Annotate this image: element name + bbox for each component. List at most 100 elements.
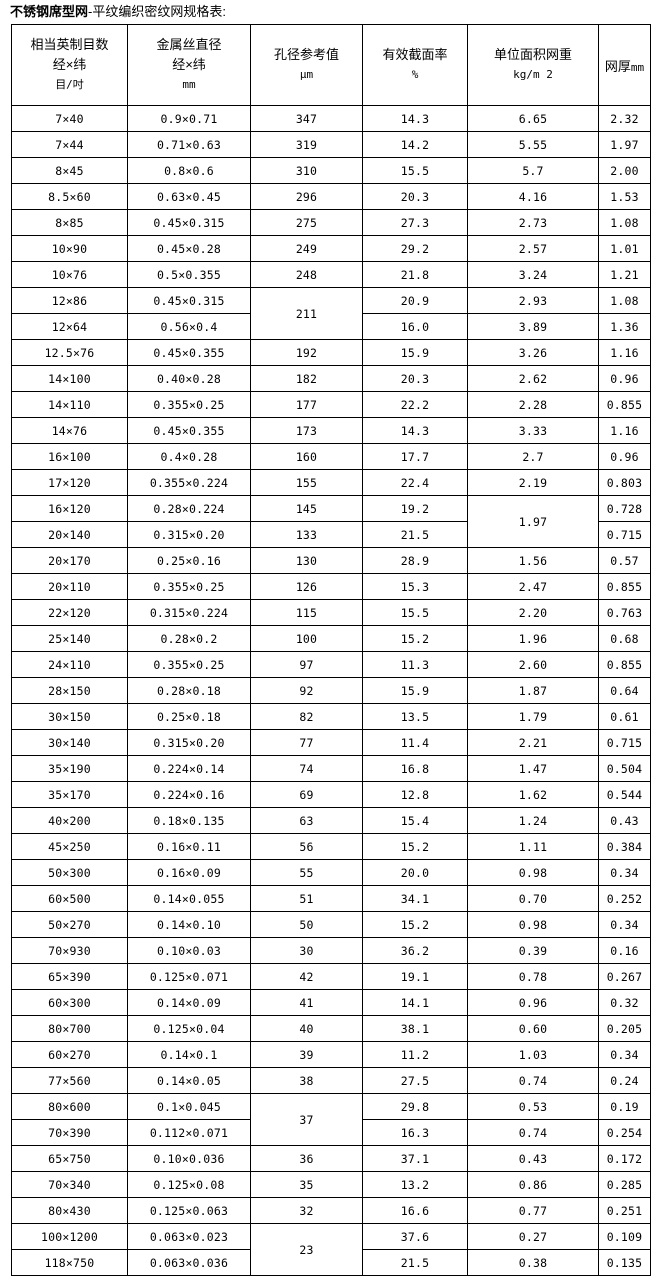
cell-wire-diameter: 0.112×0.071 bbox=[127, 1119, 251, 1146]
cell-wire-diameter: 0.8×0.6 bbox=[127, 157, 251, 184]
cell-thickness: 0.855 bbox=[598, 391, 651, 418]
cell-open-area: 20.3 bbox=[362, 365, 468, 392]
table-row: 65×750 0.10×0.036 36 37.1 0.43 0.172 bbox=[11, 1145, 651, 1172]
cell-open-area: 15.9 bbox=[362, 677, 468, 704]
cell-open-area: 28.9 bbox=[362, 547, 468, 574]
cell-aperture: 23 bbox=[250, 1223, 363, 1276]
table-row: 12×64 0.56×0.4 16.0 3.89 1.36 bbox=[11, 313, 651, 340]
cell-thickness: 1.53 bbox=[598, 183, 651, 210]
cell-thickness: 2.32 bbox=[598, 105, 651, 132]
cell-thickness: 0.172 bbox=[598, 1145, 651, 1172]
page-title: 不锈钢席型网-平纹编织密纹网规格表: bbox=[10, 4, 226, 20]
cell-mesh-count: 80×600 bbox=[11, 1093, 128, 1120]
cell-thickness: 1.16 bbox=[598, 417, 651, 444]
cell-open-area: 17.7 bbox=[362, 443, 468, 470]
cell-unit-weight: 0.98 bbox=[467, 911, 599, 938]
cell-unit-weight: 2.21 bbox=[467, 729, 599, 756]
specification-table: 相当英制目数 经×纬 目/吋 金属丝直径 经×纬 mm 孔径参考值 μm 有效截… bbox=[11, 24, 651, 1276]
cell-aperture: 275 bbox=[250, 209, 363, 236]
cell-mesh-count: 12.5×76 bbox=[11, 339, 128, 366]
cell-aperture: 41 bbox=[250, 989, 363, 1016]
cell-wire-diameter: 0.14×0.09 bbox=[127, 989, 251, 1016]
cell-aperture: 32 bbox=[250, 1197, 363, 1224]
column-header-open-area: 有效截面率 % bbox=[362, 24, 468, 106]
cell-mesh-count: 14×100 bbox=[11, 365, 128, 392]
cell-mesh-count: 12×86 bbox=[11, 287, 128, 314]
cell-unit-weight: 0.96 bbox=[467, 989, 599, 1016]
cell-unit-weight: 0.70 bbox=[467, 885, 599, 912]
table-row: 65×390 0.125×0.071 42 19.1 0.78 0.267 bbox=[11, 963, 651, 990]
cell-unit-weight: 0.38 bbox=[467, 1249, 599, 1276]
cell-mesh-count: 35×190 bbox=[11, 755, 128, 782]
table-row: 20×170 0.25×0.16 130 28.9 1.56 0.57 bbox=[11, 547, 651, 574]
cell-thickness: 0.205 bbox=[598, 1015, 651, 1042]
cell-wire-diameter: 0.355×0.25 bbox=[127, 391, 251, 418]
cell-mesh-count: 70×930 bbox=[11, 937, 128, 964]
cell-mesh-count: 40×200 bbox=[11, 807, 128, 834]
cell-wire-diameter: 0.40×0.28 bbox=[127, 365, 251, 392]
cell-wire-diameter: 0.71×0.63 bbox=[127, 131, 251, 158]
cell-open-area: 14.3 bbox=[362, 417, 468, 444]
cell-aperture: 173 bbox=[250, 417, 363, 444]
cell-open-area: 11.2 bbox=[362, 1041, 468, 1068]
page-title-bold: 不锈钢席型网 bbox=[10, 4, 89, 19]
table-row: 35×190 0.224×0.14 74 16.8 1.47 0.504 bbox=[11, 755, 651, 782]
cell-unit-weight: 0.53 bbox=[467, 1093, 599, 1120]
cell-wire-diameter: 0.355×0.25 bbox=[127, 573, 251, 600]
table-row: 17×120 0.355×0.224 155 22.4 2.19 0.803 bbox=[11, 469, 651, 496]
cell-thickness: 1.36 bbox=[598, 313, 651, 340]
cell-mesh-count: 20×110 bbox=[11, 573, 128, 600]
cell-aperture: 97 bbox=[250, 651, 363, 678]
cell-aperture: 296 bbox=[250, 183, 363, 210]
cell-unit-weight: 2.47 bbox=[467, 573, 599, 600]
cell-mesh-count: 65×390 bbox=[11, 963, 128, 990]
table-row: 40×200 0.18×0.135 63 15.4 1.24 0.43 bbox=[11, 807, 651, 834]
cell-aperture: 37 bbox=[250, 1093, 363, 1146]
column-header-mesh-count-line3: 目/吋 bbox=[55, 78, 84, 91]
cell-wire-diameter: 0.355×0.224 bbox=[127, 469, 251, 496]
column-header-aperture: 孔径参考值 μm bbox=[250, 24, 363, 106]
table-row: 12×86 0.45×0.315 211 20.9 2.93 1.08 bbox=[11, 287, 651, 340]
cell-unit-weight: 5.55 bbox=[467, 131, 599, 158]
cell-open-area: 13.2 bbox=[362, 1171, 468, 1198]
cell-thickness: 0.57 bbox=[598, 547, 651, 574]
cell-wire-diameter: 0.1×0.045 bbox=[127, 1093, 251, 1120]
cell-mesh-count: 10×76 bbox=[11, 261, 128, 288]
cell-mesh-count: 50×300 bbox=[11, 859, 128, 886]
cell-unit-weight: 1.87 bbox=[467, 677, 599, 704]
column-header-unit-weight-line1: 单位面积网重 bbox=[493, 47, 572, 62]
cell-open-area: 13.5 bbox=[362, 703, 468, 730]
column-header-mesh-count-line1: 相当英制目数 bbox=[30, 37, 109, 52]
cell-wire-diameter: 0.355×0.25 bbox=[127, 651, 251, 678]
cell-aperture: 192 bbox=[250, 339, 363, 366]
cell-mesh-count: 20×170 bbox=[11, 547, 128, 574]
column-header-open-area-line2: % bbox=[411, 68, 419, 81]
cell-unit-weight: 0.43 bbox=[467, 1145, 599, 1172]
cell-open-area: 16.6 bbox=[362, 1197, 468, 1224]
cell-wire-diameter: 0.25×0.16 bbox=[127, 547, 251, 574]
cell-mesh-count: 8.5×60 bbox=[11, 183, 128, 210]
cell-aperture: 177 bbox=[250, 391, 363, 418]
table-row: 8.5×60 0.63×0.45 296 20.3 4.16 1.53 bbox=[11, 183, 651, 210]
table-row: 80×430 0.125×0.063 32 16.6 0.77 0.251 bbox=[11, 1197, 651, 1224]
cell-thickness: 0.544 bbox=[598, 781, 651, 808]
table-row: 7×40 0.9×0.71 347 14.3 6.65 2.32 bbox=[11, 105, 651, 132]
cell-thickness: 0.285 bbox=[598, 1171, 651, 1198]
table-row: 30×150 0.25×0.18 82 13.5 1.79 0.61 bbox=[11, 703, 651, 730]
table-row: 8×45 0.8×0.6 310 15.5 5.7 2.00 bbox=[11, 157, 651, 184]
cell-open-area: 16.0 bbox=[362, 313, 468, 340]
cell-wire-diameter: 0.125×0.04 bbox=[127, 1015, 251, 1042]
cell-unit-weight: 1.96 bbox=[467, 625, 599, 652]
cell-thickness: 0.252 bbox=[598, 885, 651, 912]
cell-aperture: 155 bbox=[250, 469, 363, 496]
cell-aperture: 50 bbox=[250, 911, 363, 938]
cell-mesh-count: 20×140 bbox=[11, 521, 128, 548]
cell-unit-weight: 2.60 bbox=[467, 651, 599, 678]
table-row: 70×340 0.125×0.08 35 13.2 0.86 0.285 bbox=[11, 1171, 651, 1198]
cell-unit-weight: 1.47 bbox=[467, 755, 599, 782]
cell-aperture: 319 bbox=[250, 131, 363, 158]
table-row: 50×300 0.16×0.09 55 20.0 0.98 0.34 bbox=[11, 859, 651, 886]
cell-wire-diameter: 0.28×0.224 bbox=[127, 495, 251, 522]
cell-unit-weight: 0.60 bbox=[467, 1015, 599, 1042]
table-row: 25×140 0.28×0.2 100 15.2 1.96 0.68 bbox=[11, 625, 651, 652]
